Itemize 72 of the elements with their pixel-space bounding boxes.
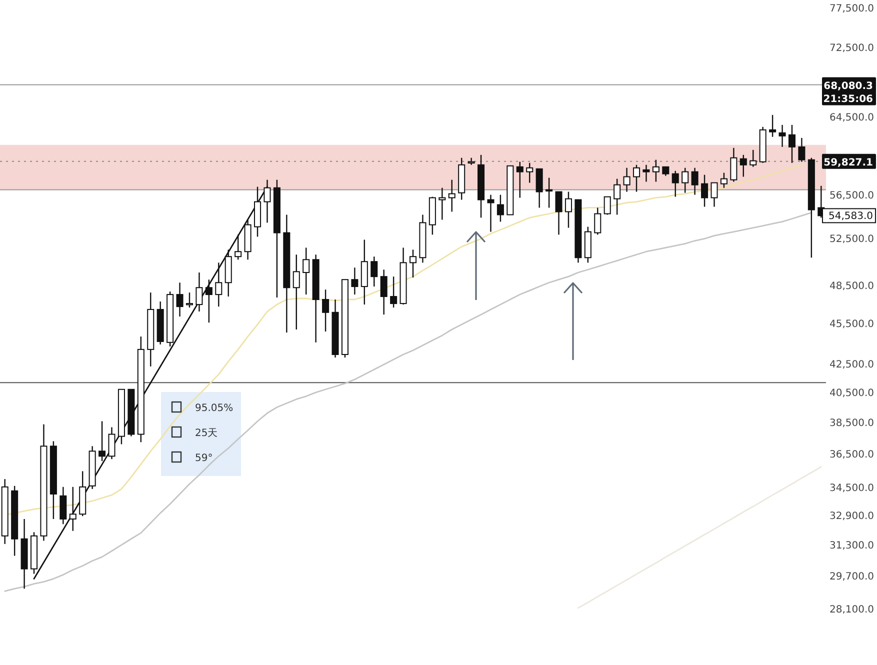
candlestick xyxy=(594,207,602,236)
line-series xyxy=(4,212,812,592)
candlestick xyxy=(555,191,562,236)
candlestick xyxy=(546,177,553,208)
y-tick-label: 34,500.0 xyxy=(829,482,874,494)
candlestick xyxy=(778,124,786,148)
y-tick-label: 64,500.0 xyxy=(829,112,874,124)
candlestick xyxy=(798,137,806,162)
y-tick-label: 29,700.0 xyxy=(829,572,874,583)
text: 54,583.0 xyxy=(828,211,873,222)
candlestick xyxy=(623,167,630,192)
candlestick xyxy=(691,167,698,196)
y-tick-label: 45,500.0 xyxy=(829,318,874,330)
candlestick xyxy=(642,164,650,182)
candlestick xyxy=(516,161,524,198)
y-tick-label: 72,500.0 xyxy=(829,43,874,54)
candlestick xyxy=(730,147,738,182)
candlestick xyxy=(632,164,640,192)
candlestick xyxy=(652,159,660,182)
candlestick xyxy=(205,278,212,324)
candlestick xyxy=(176,282,184,318)
ref-line-label: 59,827.1 xyxy=(824,157,874,168)
y-tick-label: 31,300.0 xyxy=(829,540,874,552)
ref-line-label: 68,080.3 21:35:06 xyxy=(823,80,874,105)
y-tick-label: 56,500.0 xyxy=(829,190,874,202)
candlestick xyxy=(302,247,310,296)
y-tick-label: 42,500.0 xyxy=(829,359,874,370)
candlestick xyxy=(196,272,203,312)
candlestick xyxy=(740,154,747,178)
y-tick-label: 40,500.0 xyxy=(829,388,874,399)
y-tick-label: 36,500.0 xyxy=(829,450,874,461)
y-tick-label: 77,500.0 xyxy=(829,4,874,14)
y-tick-label: 38,500.0 xyxy=(829,418,874,429)
candlestick xyxy=(614,178,621,216)
candlestick xyxy=(390,276,398,308)
candlestick xyxy=(370,256,378,288)
candlestick xyxy=(60,486,67,525)
candlestick xyxy=(215,262,222,308)
candlestick xyxy=(788,124,796,164)
y-tick-label: 48,500.0 xyxy=(829,281,874,292)
candlestick xyxy=(322,288,330,332)
candlestick xyxy=(564,191,572,228)
candlestick xyxy=(351,267,358,296)
candlestick xyxy=(769,114,776,138)
line-series xyxy=(578,466,822,609)
candlestick xyxy=(682,167,689,194)
candlestick xyxy=(750,149,757,168)
candlestick xyxy=(292,254,300,330)
candlestick xyxy=(234,234,242,260)
annotation: 59° xyxy=(195,453,213,464)
candlestick xyxy=(487,194,494,232)
candlestick xyxy=(536,168,543,208)
candlestick xyxy=(710,182,718,208)
candlestick xyxy=(380,269,388,316)
candlestick xyxy=(186,292,194,308)
candlestick xyxy=(98,420,106,462)
candlestick xyxy=(720,172,728,188)
candlestick xyxy=(526,162,534,184)
candlestick xyxy=(108,426,116,460)
candlestick xyxy=(701,174,708,208)
candlestick xyxy=(448,179,456,212)
candlestick xyxy=(409,249,417,278)
y-tick-label: 32,900.0 xyxy=(829,511,874,522)
annotation: 25天 xyxy=(195,428,218,439)
y-tick-label: 52,500.0 xyxy=(829,234,874,246)
candlestick xyxy=(672,170,679,198)
annotation: 95.05% xyxy=(195,403,234,414)
candlestick xyxy=(69,486,76,532)
y-tick-label: 28,100.0 xyxy=(829,604,874,616)
candlestick xyxy=(604,196,611,216)
candlestick xyxy=(496,194,504,222)
candlestick xyxy=(438,187,446,220)
